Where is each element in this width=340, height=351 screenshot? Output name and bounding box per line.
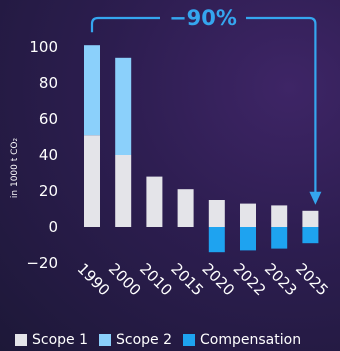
legend: Scope 1 Scope 2 Compensation: [15, 332, 301, 348]
y-tick-label: 100: [29, 38, 58, 56]
reduction-bracket-arrow: [90, 16, 317, 193]
x-tick-label: 2025: [292, 260, 332, 300]
bar-scope-1: [115, 155, 132, 227]
x-tick-label: 2020: [198, 260, 238, 300]
bar-compensation: [302, 227, 319, 244]
x-tick-label: 1990: [74, 260, 114, 300]
legend-item-compensation: Compensation: [183, 332, 301, 348]
y-tick-label: −20: [26, 254, 58, 272]
bar-compensation: [240, 227, 256, 251]
reduction-label: −90%: [169, 6, 237, 30]
x-tick-label: 2000: [105, 260, 145, 300]
legend-swatch-scope2: [99, 334, 112, 346]
bar-scope-1: [177, 189, 194, 227]
x-tick-label: 2023: [261, 260, 301, 300]
bar-scope-2: [115, 57, 132, 155]
bar-scope-1: [302, 210, 319, 227]
legend-item-scope1: Scope 1: [15, 332, 88, 348]
reduction-annotation: −90%: [90, 6, 322, 205]
arrowhead-icon: [309, 191, 322, 205]
y-tick-label: 0: [48, 218, 58, 236]
legend-label-compensation: Compensation: [200, 332, 302, 348]
x-tick-label: 2010: [136, 260, 176, 300]
y-tick-label: 80: [39, 74, 58, 92]
y-tick-label: 40: [39, 146, 58, 164]
legend-swatch-scope1: [15, 334, 27, 346]
bars: [84, 45, 319, 253]
y-tick-label: 20: [39, 182, 58, 200]
bar-scope-2: [84, 45, 100, 136]
bar-scope-1: [208, 200, 225, 227]
legend-label-scope1: Scope 1: [32, 332, 89, 348]
y-axis-label: in 1000 t CO₂: [10, 138, 20, 199]
bar-scope-1: [240, 203, 256, 227]
y-tick-label: 60: [39, 110, 58, 128]
x-tick-label: 2022: [230, 260, 270, 300]
bar-compensation: [271, 227, 288, 249]
bar-scope-1: [146, 176, 163, 227]
legend-swatch-compensation: [183, 334, 196, 346]
bar-compensation: [208, 227, 225, 253]
y-axis: −20 0 20 40 60 80 100: [26, 38, 58, 272]
legend-item-scope2: Scope 2: [99, 332, 172, 348]
x-tick-label: 2015: [167, 260, 207, 300]
bar-scope-1: [271, 205, 288, 227]
legend-label-scope2: Scope 2: [116, 332, 173, 348]
bar-scope-1: [84, 135, 100, 227]
